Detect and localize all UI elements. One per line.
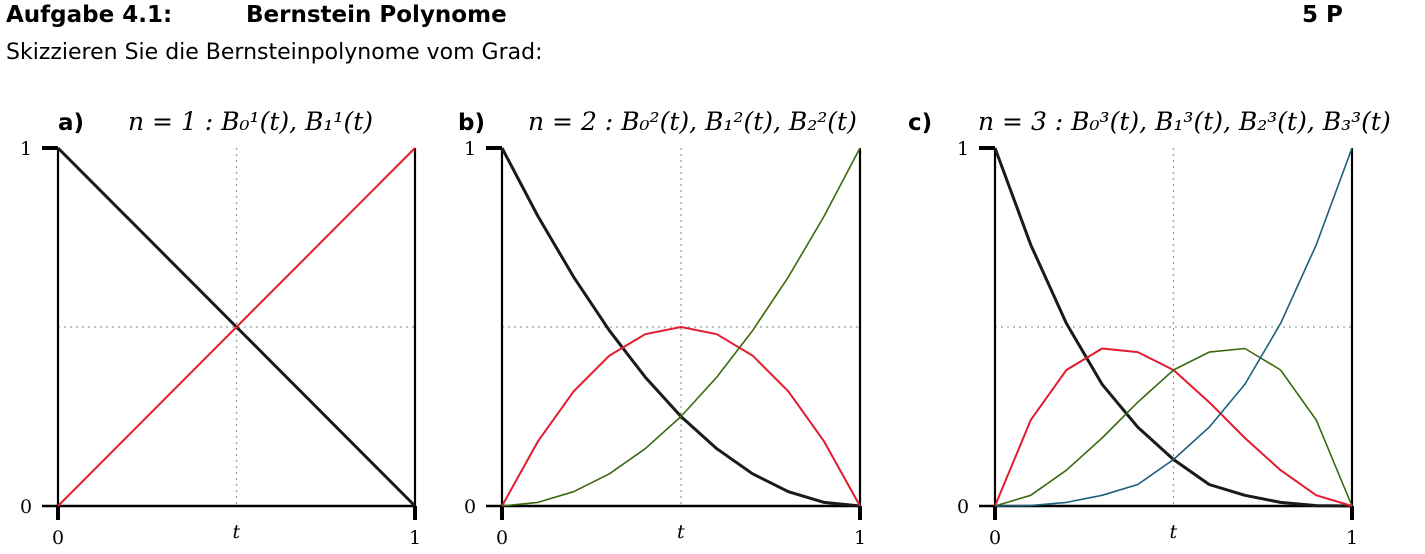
- series-line-2: [501, 147, 861, 507]
- panel-formula: n = 1 : B₀¹(t), B₁¹(t): [128, 107, 373, 136]
- x-tick-label: 0: [52, 527, 64, 549]
- series-line-3: [994, 147, 1353, 507]
- task-subtitle: Bernstein Polynome: [246, 2, 507, 28]
- x-tick-label: 1: [1346, 527, 1358, 549]
- x-tick-label: 0: [496, 527, 508, 549]
- task-points: 5 P: [1302, 2, 1343, 28]
- x-axis-label: t: [233, 521, 241, 543]
- task-instruction: Skizzieren Sie die Bernsteinpolynome vom…: [6, 40, 543, 65]
- series-line-1: [501, 326, 861, 507]
- panel-letter: a): [58, 110, 84, 136]
- y-tick-label: 1: [464, 138, 476, 160]
- y-tick-label: 1: [957, 138, 969, 160]
- series-line-1: [57, 147, 416, 507]
- series-line-2: [994, 347, 1353, 507]
- y-tick-label: 0: [20, 496, 32, 518]
- x-axis-label: t: [1170, 521, 1178, 543]
- x-tick-label: 0: [989, 527, 1001, 549]
- panel-letter: b): [458, 110, 485, 136]
- panel-formula: n = 2 : B₀²(t), B₁²(t), B₂²(t): [528, 107, 857, 136]
- y-tick-label: 0: [957, 496, 969, 518]
- chart-panel-2: b) n = 2 : B₀²(t), B₁²(t), B₂²(t) 1 00 1 t: [458, 107, 866, 549]
- chart-panel-3: c) n = 3 : B₀³(t), B₁³(t), B₂³(t), B₃³(t)…: [908, 107, 1391, 549]
- panel-letter: c): [908, 110, 932, 136]
- y-tick-label: 0: [464, 496, 476, 518]
- y-tick-label: 1: [20, 138, 32, 160]
- x-axis-label: t: [677, 521, 685, 543]
- task-title: Aufgabe 4.1:: [6, 2, 173, 28]
- chart-panel-1: a) n = 1 : B₀¹(t), B₁¹(t) 1 00 1 t: [20, 107, 421, 549]
- series-line-0: [993, 147, 1353, 508]
- x-tick-label: 1: [409, 527, 421, 549]
- panel-formula: n = 3 : B₀³(t), B₁³(t), B₂³(t), B₃³(t): [978, 107, 1391, 136]
- x-tick-label: 1: [854, 527, 866, 549]
